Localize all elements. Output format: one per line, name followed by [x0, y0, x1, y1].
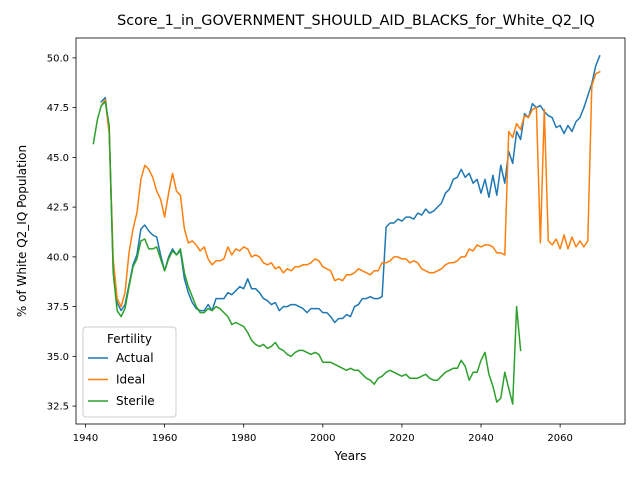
y-tick-label: 40.0: [47, 252, 69, 263]
x-tick-label: 2040: [468, 433, 493, 444]
y-tick-label: 45.0: [47, 153, 69, 164]
legend-label-sterile: Sterile: [116, 394, 155, 408]
x-tick-label: 2000: [310, 433, 335, 444]
legend-label-ideal: Ideal: [116, 373, 145, 387]
y-tick-label: 47.5: [47, 103, 69, 114]
legend-title: Fertility: [107, 332, 152, 346]
legend-label-actual: Actual: [116, 351, 154, 365]
legend: Fertility Actual Ideal Sterile: [83, 327, 176, 417]
y-tick-label: 37.5: [47, 302, 69, 313]
x-tick-label: 2060: [547, 433, 572, 444]
y-tick-label: 35.0: [47, 352, 69, 363]
y-axis-label: % of White Q2_IQ Population: [15, 145, 29, 317]
x-tick-label: 2020: [389, 433, 414, 444]
chart-title: Score_1_in_GOVERNMENT_SHOULD_AID_BLACKS_…: [117, 13, 595, 29]
y-tick-label: 32.5: [47, 402, 69, 413]
y-tick-label: 42.5: [47, 203, 69, 214]
x-axis-label: Years: [334, 449, 367, 463]
x-tick-label: 1940: [73, 433, 98, 444]
y-tick-label: 50.0: [47, 53, 69, 64]
x-tick-label: 1960: [152, 433, 177, 444]
x-tick-label: 1980: [231, 433, 256, 444]
